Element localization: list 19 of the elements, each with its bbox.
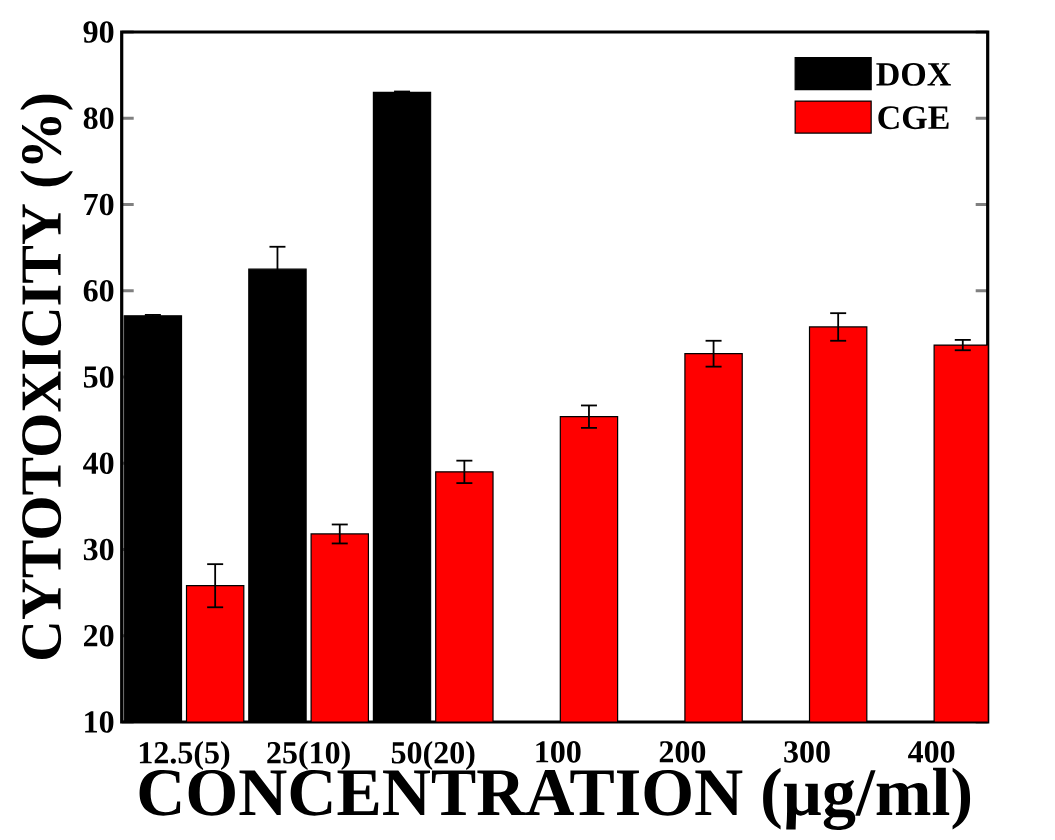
y-tick-label: 10 bbox=[85, 711, 114, 733]
y-tick-label: 60 bbox=[83, 279, 114, 302]
x-tick-label: 100 bbox=[536, 741, 581, 763]
y-tick-label: 20 bbox=[83, 624, 114, 647]
x-tick-label: 400 bbox=[908, 741, 955, 763]
y-tick-label: 30 bbox=[83, 538, 114, 561]
x-tick-label: 12.5(5) bbox=[139, 741, 230, 771]
legend-label: DOX bbox=[876, 62, 951, 86]
x-tick-label: 25(10) bbox=[267, 741, 350, 771]
y-tick-label: 80 bbox=[83, 107, 114, 130]
x-tick-label: 200 bbox=[659, 741, 706, 763]
y-tick-label: 70 bbox=[84, 193, 114, 216]
y-tick-label: 90 bbox=[83, 21, 114, 43]
x-tick-label: 300 bbox=[784, 741, 830, 763]
y-tick-label: 40 bbox=[83, 452, 114, 475]
legend-label: CGE bbox=[878, 106, 949, 130]
y-tick-label: 50 bbox=[83, 366, 114, 388]
y-axis-title: CYTOTOXICITY (%) bbox=[20, 94, 73, 660]
x-tick-label: 50(20) bbox=[391, 741, 475, 771]
